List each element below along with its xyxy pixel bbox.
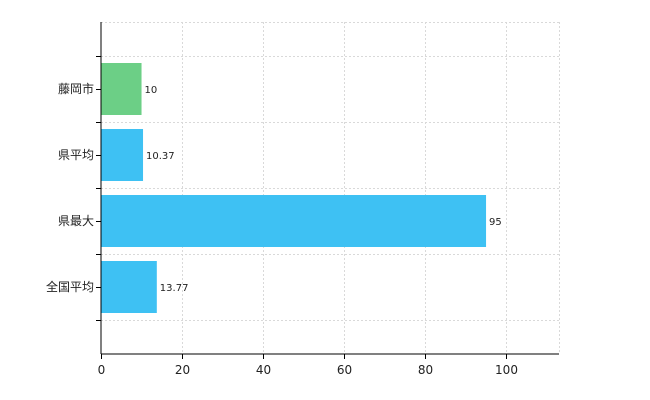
x-tick-label: 100 — [495, 363, 518, 377]
data-labels: 10 10.37 95 13.77 — [145, 85, 502, 294]
category-label: 全国平均 — [46, 279, 94, 294]
data-label: 95 — [489, 217, 502, 228]
x-tick-label: 40 — [256, 363, 271, 377]
x-tick-label: 20 — [175, 363, 190, 377]
tick-labels: 0 20 40 60 80 100 — [96, 56, 518, 377]
data-label: 10.37 — [146, 151, 175, 162]
x-tick-label: 60 — [337, 363, 352, 377]
bar — [101, 195, 487, 247]
data-label: 13.77 — [160, 283, 189, 294]
category-label: 藤岡市 — [58, 81, 94, 96]
x-tick-label: 80 — [418, 363, 433, 377]
bar — [101, 63, 142, 115]
bars — [101, 63, 487, 313]
bar — [101, 261, 157, 313]
data-label: 10 — [145, 85, 158, 96]
category-label: 県最大 — [58, 214, 94, 228]
gridlines — [101, 22, 560, 354]
category-label: 県平均 — [58, 148, 94, 162]
bar — [101, 129, 144, 181]
x-tick-label: 0 — [98, 363, 106, 377]
